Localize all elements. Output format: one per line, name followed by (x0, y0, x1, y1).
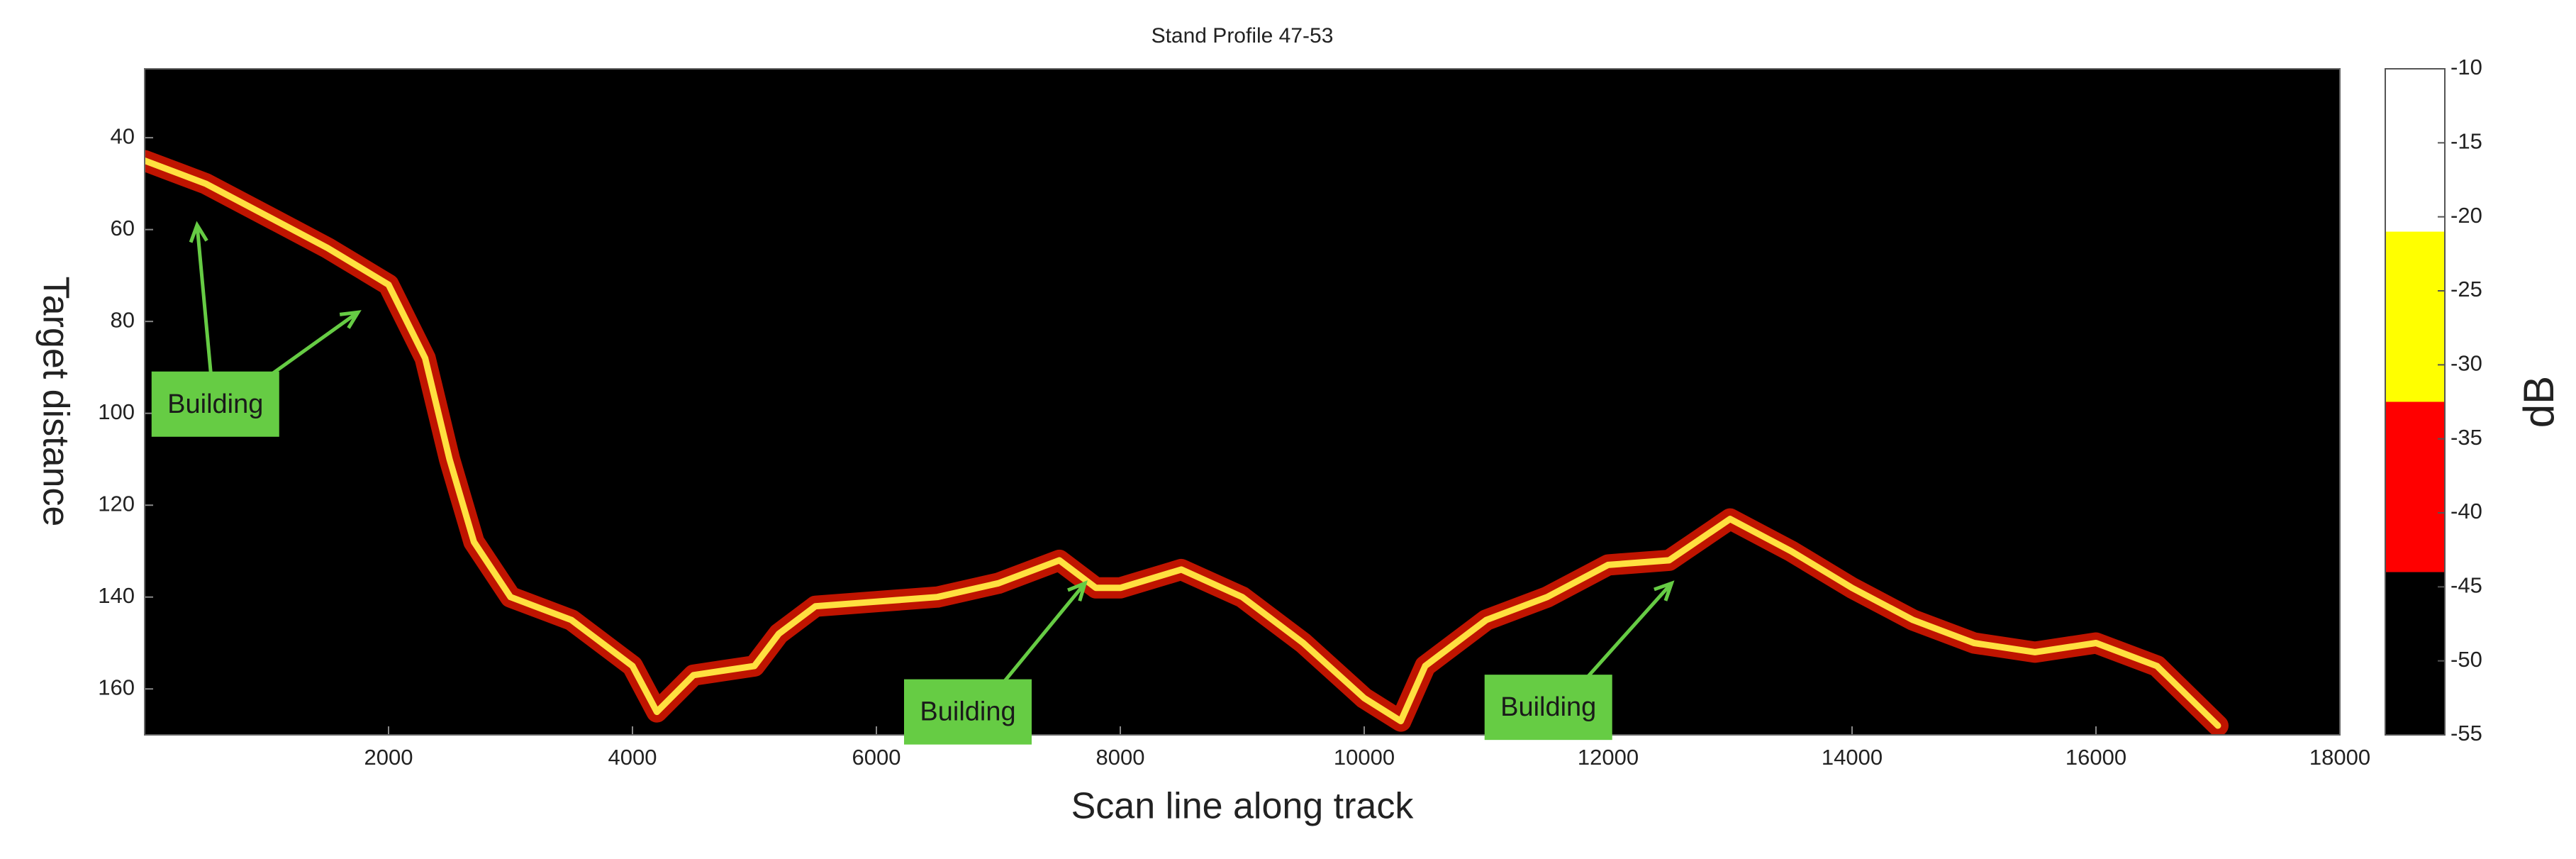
plot-frame (144, 68, 2341, 736)
x-tick-label: 2000 (364, 745, 413, 770)
annotation-arrow (195, 224, 213, 377)
x-axis-label: Scan line along track (1071, 786, 1415, 827)
annotation-text: Building (920, 697, 1015, 727)
colorbar-tick-label: -20 (2450, 203, 2482, 228)
colorbar-band (2385, 69, 2445, 232)
annotation-arrow (1577, 582, 1673, 689)
colorbar-band (2385, 572, 2445, 735)
colorbar-tick-label: -40 (2450, 499, 2482, 523)
annotation-box (904, 679, 1032, 745)
arrow-head (1654, 580, 1675, 602)
y-tick-label: 60 (111, 216, 135, 240)
chart-title: Stand Profile 47-53 (1152, 24, 1334, 48)
colorbar-tick-label: -35 (2450, 425, 2482, 450)
x-tick-label: 14000 (1822, 745, 1883, 770)
x-tick-label: 10000 (1334, 745, 1395, 770)
colorbar-label: dB (2515, 376, 2563, 428)
colorbar-tick-label: -45 (2450, 573, 2482, 598)
y-tick-label: 40 (111, 123, 135, 148)
x-tick-label: 18000 (2309, 745, 2370, 770)
colorbar-frame (2385, 68, 2446, 736)
series-group (145, 150, 2229, 735)
y-tick-label: 120 (98, 491, 135, 516)
annotation-text: Building (167, 389, 263, 419)
colorbar-tick-label: -25 (2450, 277, 2482, 301)
y-axis-label: Target distance (35, 277, 76, 527)
colorbar-tick-label: -30 (2450, 351, 2482, 376)
x-tick-label: 12000 (1578, 745, 1639, 770)
colorbar-tick-label: -50 (2450, 647, 2482, 672)
annotation-box (151, 371, 279, 437)
annotation-arrow (995, 582, 1087, 692)
profile-line (145, 157, 2221, 729)
annotation-text: Building (1500, 692, 1596, 722)
y-tick-label: 100 (98, 399, 135, 424)
colorbar-band (2385, 401, 2445, 572)
colorbar-tick-label: -55 (2450, 721, 2482, 746)
plot-area (145, 69, 2340, 735)
arrow-head (1067, 580, 1088, 602)
y-tick-label: 80 (111, 307, 135, 332)
y-tick-label: 140 (98, 583, 135, 608)
y-tick-label: 160 (98, 675, 135, 699)
colorbar-tick-label: -10 (2450, 55, 2482, 79)
arrow-head (339, 310, 362, 329)
annotation-box (1484, 675, 1612, 741)
x-tick-label: 8000 (1096, 745, 1145, 770)
x-tick-label: 6000 (852, 745, 901, 770)
x-tick-label: 4000 (608, 745, 657, 770)
arrow-head (189, 221, 208, 243)
colorbar-tick-label: -15 (2450, 129, 2482, 154)
colorbar-band (2385, 231, 2445, 402)
x-tick-label: 16000 (2065, 745, 2126, 770)
